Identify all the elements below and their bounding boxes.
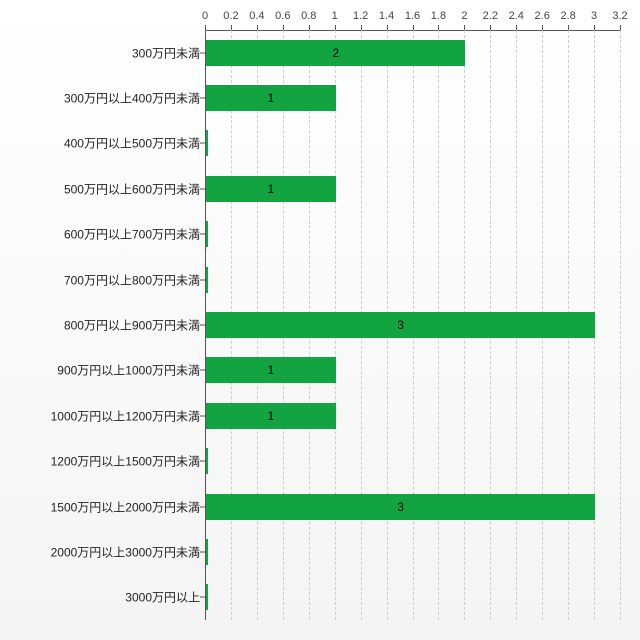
x-tick-mark (413, 25, 414, 30)
x-tick-label: 0 (202, 10, 208, 22)
x-tick-label: 0.2 (223, 10, 238, 22)
x-tick-mark (542, 25, 543, 30)
x-tick-mark (516, 25, 517, 30)
x-tick-mark (387, 25, 388, 30)
y-tick-mark (200, 279, 205, 280)
income-distribution-chart: 0 0.2 0.4 0.6 0.8 1 1.2 1.4 1.6 1.8 2 2.2 2.4 2.6 2.8 3… (0, 0, 640, 640)
x-tick-mark (490, 25, 491, 30)
category-label: 400万円以上500万円未満 (64, 135, 200, 152)
bar-value-label: 2 (206, 46, 465, 60)
x-tick-mark (568, 25, 569, 30)
y-tick-mark (200, 506, 205, 507)
x-tick-label: 2.8 (560, 10, 575, 22)
bar-value-label: 3 (206, 318, 595, 332)
x-tick-label: 3 (591, 10, 597, 22)
bar-value-label: 1 (206, 363, 336, 377)
y-tick-mark (200, 98, 205, 99)
category-label: 3000万円以上 (125, 589, 200, 606)
y-tick-mark (200, 597, 205, 598)
x-tick-label: 1.8 (431, 10, 446, 22)
bar-value-label: 3 (206, 500, 595, 514)
x-tick-mark (283, 25, 284, 30)
bar (206, 584, 208, 610)
bar (206, 267, 208, 293)
x-tick-mark (257, 25, 258, 30)
x-tick-mark (205, 25, 206, 30)
x-tick-label: 0.8 (301, 10, 316, 22)
x-tick-label: 2.2 (483, 10, 498, 22)
bar (206, 448, 208, 474)
category-label: 500万円以上600万円未満 (64, 180, 200, 197)
x-tick-mark (335, 25, 336, 30)
y-tick-mark (200, 551, 205, 552)
y-tick-mark (200, 461, 205, 462)
bar: 2 (206, 40, 465, 66)
y-tick-mark (200, 143, 205, 144)
x-tick-label: 2 (461, 10, 467, 22)
bar: 1 (206, 85, 336, 111)
x-tick-label: 2.6 (535, 10, 550, 22)
x-tick-mark (438, 25, 439, 30)
x-tick-label: 3.2 (612, 10, 627, 22)
y-tick-mark (200, 325, 205, 326)
category-label: 2000万円以上3000万円未満 (51, 543, 200, 560)
category-label: 700万円以上800万円未満 (64, 271, 200, 288)
category-label: 800万円以上900万円未満 (64, 317, 200, 334)
plot-area: 00.20.40.60.811.21.41.61.822.22.42.62.83… (205, 30, 620, 620)
x-tick-label: 0.6 (275, 10, 290, 22)
y-tick-mark (200, 52, 205, 53)
y-tick-mark (200, 188, 205, 189)
bar-value-label: 1 (206, 182, 336, 196)
category-label: 300万円未満 (132, 44, 200, 61)
x-tick-label: 2.4 (509, 10, 524, 22)
category-label: 900万円以上1000万円未満 (57, 362, 200, 379)
bar: 1 (206, 403, 336, 429)
grid-line (620, 30, 621, 620)
bar: 1 (206, 357, 336, 383)
bar: 3 (206, 312, 595, 338)
x-tick-mark (594, 25, 595, 30)
x-tick-label: 1.2 (353, 10, 368, 22)
category-label: 300万円以上400万円未満 (64, 90, 200, 107)
x-tick-label: 1.4 (379, 10, 394, 22)
bar-value-label: 1 (206, 409, 336, 423)
bar: 1 (206, 176, 336, 202)
category-label: 1200万円以上1500万円未満 (51, 453, 200, 470)
bar (206, 221, 208, 247)
x-tick-mark (464, 25, 465, 30)
x-tick-mark (309, 25, 310, 30)
y-tick-mark (200, 415, 205, 416)
bar-value-label: 1 (206, 91, 336, 105)
x-tick-mark (620, 25, 621, 30)
x-tick-mark (231, 25, 232, 30)
x-tick-label: 1 (332, 10, 338, 22)
category-label: 600万円以上700万円未満 (64, 226, 200, 243)
bar: 3 (206, 494, 595, 520)
x-tick-mark (361, 25, 362, 30)
x-tick-label: 0.4 (249, 10, 264, 22)
bar (206, 539, 208, 565)
category-label: 1000万円以上1200万円未満 (51, 407, 200, 424)
y-tick-mark (200, 234, 205, 235)
x-tick-label: 1.6 (405, 10, 420, 22)
category-label: 1500万円以上2000万円未満 (51, 498, 200, 515)
y-tick-mark (200, 370, 205, 371)
bar (206, 130, 208, 156)
